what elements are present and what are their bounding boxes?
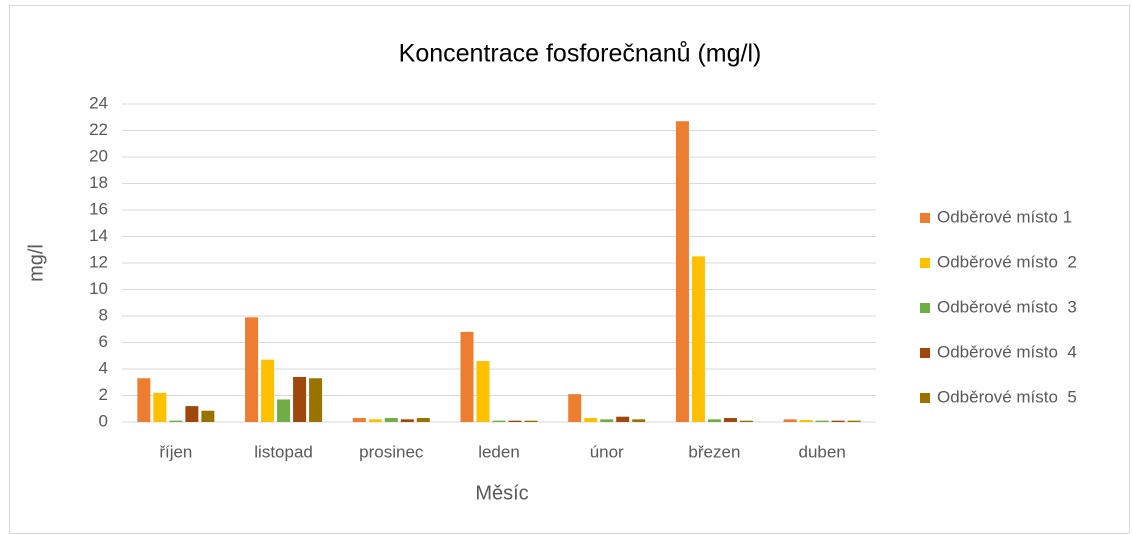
bar bbox=[815, 420, 829, 422]
bar bbox=[847, 420, 861, 422]
bar bbox=[416, 418, 430, 422]
bar bbox=[245, 317, 259, 422]
bar bbox=[707, 419, 721, 422]
legend-swatch bbox=[920, 393, 930, 403]
bar bbox=[352, 418, 366, 422]
legend-swatch bbox=[920, 213, 930, 223]
x-tick-label: březen bbox=[688, 442, 740, 461]
y-tick-label: 6 bbox=[99, 332, 108, 351]
bar bbox=[368, 419, 382, 422]
y-tick-label: 24 bbox=[89, 93, 108, 112]
x-axis-title: Měsíc bbox=[475, 482, 528, 504]
y-tick-label: 18 bbox=[89, 173, 108, 192]
x-tick-label: leden bbox=[478, 442, 520, 461]
y-tick-label: 20 bbox=[89, 146, 108, 165]
bar bbox=[201, 410, 215, 422]
x-tick-label: únor bbox=[590, 442, 624, 461]
x-tick-label: prosinec bbox=[359, 442, 424, 461]
bar bbox=[675, 121, 689, 422]
bar bbox=[616, 416, 630, 422]
y-tick-label: 0 bbox=[99, 411, 108, 430]
bar bbox=[169, 420, 183, 422]
bar bbox=[261, 359, 275, 422]
y-tick-label: 8 bbox=[99, 305, 108, 324]
y-tick-label: 14 bbox=[89, 226, 108, 245]
chart-border bbox=[9, 5, 1130, 534]
bar bbox=[524, 420, 538, 422]
y-axis-title: mg/l bbox=[25, 244, 47, 282]
bar bbox=[508, 420, 522, 422]
bar bbox=[460, 331, 474, 422]
bar bbox=[691, 256, 705, 422]
legend-swatch bbox=[920, 348, 930, 358]
bar bbox=[831, 420, 845, 422]
chart-title: Koncentrace fosforečnanů (mg/l) bbox=[399, 40, 762, 68]
bar bbox=[476, 361, 490, 422]
y-tick-label: 12 bbox=[89, 252, 108, 271]
y-tick-label: 2 bbox=[99, 385, 108, 404]
bar bbox=[723, 418, 737, 422]
y-tick-label: 10 bbox=[89, 279, 108, 298]
x-tick-label: říjen bbox=[159, 442, 192, 461]
bar bbox=[584, 418, 598, 422]
bar bbox=[600, 419, 614, 422]
bar bbox=[799, 420, 813, 422]
legend-swatch bbox=[920, 303, 930, 313]
legend-label: Odběrové místo 4 bbox=[937, 342, 1077, 361]
legend-label: Odběrové místo 5 bbox=[937, 387, 1077, 406]
bar bbox=[739, 420, 753, 422]
bar bbox=[632, 419, 646, 422]
bar bbox=[309, 378, 323, 422]
bar bbox=[153, 392, 167, 422]
bar bbox=[384, 418, 398, 422]
y-tick-label: 22 bbox=[89, 120, 108, 139]
bar bbox=[137, 378, 151, 422]
bar bbox=[783, 419, 797, 422]
y-tick-label: 16 bbox=[89, 199, 108, 218]
legend-label: Odběrové místo 2 bbox=[937, 252, 1077, 271]
bar bbox=[293, 376, 307, 422]
bar bbox=[185, 406, 199, 422]
legend-label: Odběrové místo 3 bbox=[937, 297, 1077, 316]
x-tick-label: listopad bbox=[254, 442, 313, 461]
x-tick-label: duben bbox=[799, 442, 846, 461]
bar bbox=[492, 420, 506, 422]
y-tick-label: 4 bbox=[99, 358, 108, 377]
bar bbox=[568, 394, 582, 422]
bar bbox=[400, 419, 414, 422]
bar bbox=[277, 399, 291, 422]
legend-swatch bbox=[920, 258, 930, 268]
legend-label: Odběrové místo 1 bbox=[937, 207, 1072, 226]
